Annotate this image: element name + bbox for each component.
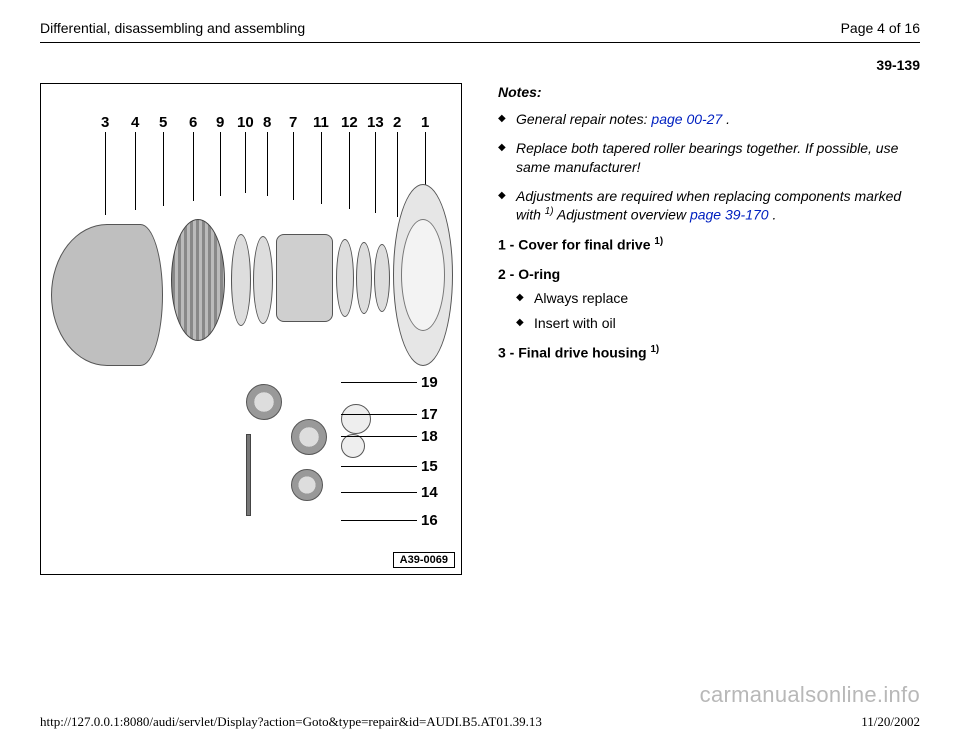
figure-callout-8: 8 (263, 114, 271, 131)
note-text: General repair notes: (516, 111, 651, 127)
part-2-sublist: Always replace Insert with oil (498, 289, 920, 333)
note-text: . (722, 111, 730, 127)
part-label: O-ring (518, 266, 560, 282)
figure-callout-15: 15 (421, 458, 438, 475)
part-number: 2 - (498, 266, 518, 282)
part-label: Final drive housing (518, 345, 650, 361)
drawing-pinion-gear-2 (291, 469, 323, 501)
callout-leader (341, 466, 417, 467)
callout-leader (341, 492, 417, 493)
figure-column: 34569108711121321 1917181514 (40, 83, 470, 575)
part-3: 3 - Final drive housing 1) (498, 343, 920, 363)
drawing-shim (231, 234, 251, 326)
drawing-bearing-inner (336, 239, 354, 317)
notes-list: General repair notes: page 00-27 . Repla… (498, 110, 920, 225)
part-number: 1 - (498, 237, 518, 253)
figure-callout-11: 11 (313, 114, 329, 131)
callout-leader (321, 132, 322, 204)
header-rule (40, 42, 920, 43)
callout-leader (341, 382, 417, 383)
header: Differential, disassembling and assembli… (40, 20, 920, 36)
callout-leader (105, 132, 106, 215)
note-text: Adjustment overview (554, 207, 690, 223)
drawing-bearing-outer (253, 236, 273, 324)
part-2: 2 - O-ring Always replace Insert with oi… (498, 265, 920, 334)
figure-callout-2: 2 (393, 114, 401, 131)
note-adjustments: Adjustments are required when replacing … (498, 187, 920, 225)
page-root: Differential, disassembling and assembli… (0, 0, 960, 742)
drawing-thrust-washer-2 (341, 434, 365, 458)
figure-callout-7: 7 (289, 114, 297, 131)
text-column: Notes: General repair notes: page 00-27 … (470, 83, 920, 575)
doc-title: Differential, disassembling and assembli… (40, 20, 305, 36)
footer-url: http://127.0.0.1:8080/audi/servlet/Displ… (40, 714, 542, 730)
page-number: 39-139 (40, 57, 920, 73)
drawing-housing (51, 224, 163, 366)
figure-callout-5: 5 (159, 114, 167, 131)
watermark: carmanualsonline.info (700, 682, 920, 708)
callout-leader (163, 132, 164, 206)
figure-callout-4: 4 (131, 114, 139, 131)
footer-date: 11/20/2002 (861, 714, 920, 730)
callout-leader (293, 132, 294, 200)
note-text: . (769, 207, 777, 223)
figure-callout-3: 3 (101, 114, 109, 131)
exploded-view-figure: 34569108711121321 1917181514 (40, 83, 462, 575)
callout-leader (341, 520, 417, 521)
notes-heading: Notes: (498, 83, 920, 102)
figure-callout-16: 16 (421, 512, 438, 529)
figure-callout-19: 19 (421, 374, 438, 391)
link-page-00-27[interactable]: page 00-27 (651, 111, 722, 127)
figure-callout-10: 10 (237, 114, 254, 131)
drawing-cover-bore (401, 219, 445, 331)
figure-id-box: A39-0069 (393, 552, 455, 568)
footer: http://127.0.0.1:8080/audi/servlet/Displ… (40, 714, 920, 730)
superscript-marker: 1) (650, 344, 659, 355)
figure-callout-6: 6 (189, 114, 197, 131)
drawing-diff-carrier (276, 234, 333, 322)
part-number: 3 - (498, 345, 518, 361)
page-of: Page 4 of 16 (841, 20, 920, 36)
callout-leader (341, 414, 417, 415)
superscript-marker: 1) (545, 206, 554, 217)
callout-leader (341, 436, 417, 437)
drawing-ring-gear (171, 219, 225, 341)
figure-callout-18: 18 (421, 428, 438, 445)
callout-leader (220, 132, 221, 196)
figure-callout-17: 17 (421, 406, 438, 423)
superscript-marker: 1) (654, 236, 663, 247)
drawing-o-ring (374, 244, 390, 312)
callout-leader (135, 132, 136, 210)
drawing-pinion-gear (291, 419, 327, 455)
callout-leader (267, 132, 268, 196)
drawing-shim-2 (356, 242, 372, 314)
part-2-sub-a: Always replace (516, 289, 920, 308)
callout-leader (193, 132, 194, 201)
figure-callout-13: 13 (367, 114, 384, 131)
drawing-pinion-shaft (246, 434, 251, 516)
note-replace-bearings: Replace both tapered roller bearings tog… (498, 139, 920, 177)
figure-callout-14: 14 (421, 484, 438, 501)
callout-leader (245, 132, 246, 193)
figure-callout-1: 1 (421, 114, 429, 131)
part-label: Cover for final drive (518, 237, 654, 253)
drawing-side-gear (246, 384, 282, 420)
callout-leader (397, 132, 398, 217)
figure-callout-9: 9 (216, 114, 224, 131)
figure-callout-12: 12 (341, 114, 358, 131)
drawing-thrust-washer (341, 404, 371, 434)
callout-leader (349, 132, 350, 209)
callout-leader (375, 132, 376, 213)
part-2-sub-b: Insert with oil (516, 314, 920, 333)
main: 34569108711121321 1917181514 (40, 83, 920, 575)
link-page-39-170[interactable]: page 39-170 (690, 207, 769, 223)
part-1: 1 - Cover for final drive 1) (498, 235, 920, 255)
note-general-repair: General repair notes: page 00-27 . (498, 110, 920, 129)
